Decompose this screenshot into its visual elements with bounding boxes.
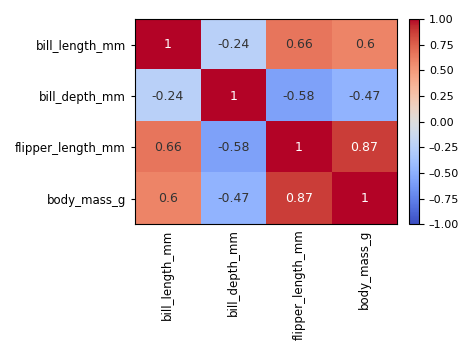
Text: -0.24: -0.24 [152, 89, 184, 103]
Text: -0.47: -0.47 [217, 192, 249, 205]
Text: 0.66: 0.66 [154, 141, 182, 154]
Text: 1: 1 [229, 89, 237, 103]
Text: -0.58: -0.58 [217, 141, 249, 154]
Text: 0.66: 0.66 [285, 38, 313, 51]
Text: 1: 1 [164, 38, 172, 51]
Text: -0.24: -0.24 [217, 38, 249, 51]
Text: -0.47: -0.47 [348, 89, 381, 103]
Text: 1: 1 [361, 192, 368, 205]
Text: 0.6: 0.6 [158, 192, 178, 205]
Text: 1: 1 [295, 141, 303, 154]
Text: 0.87: 0.87 [351, 141, 379, 154]
Text: -0.58: -0.58 [283, 89, 315, 103]
Text: 0.87: 0.87 [285, 192, 313, 205]
Text: 0.6: 0.6 [355, 38, 374, 51]
